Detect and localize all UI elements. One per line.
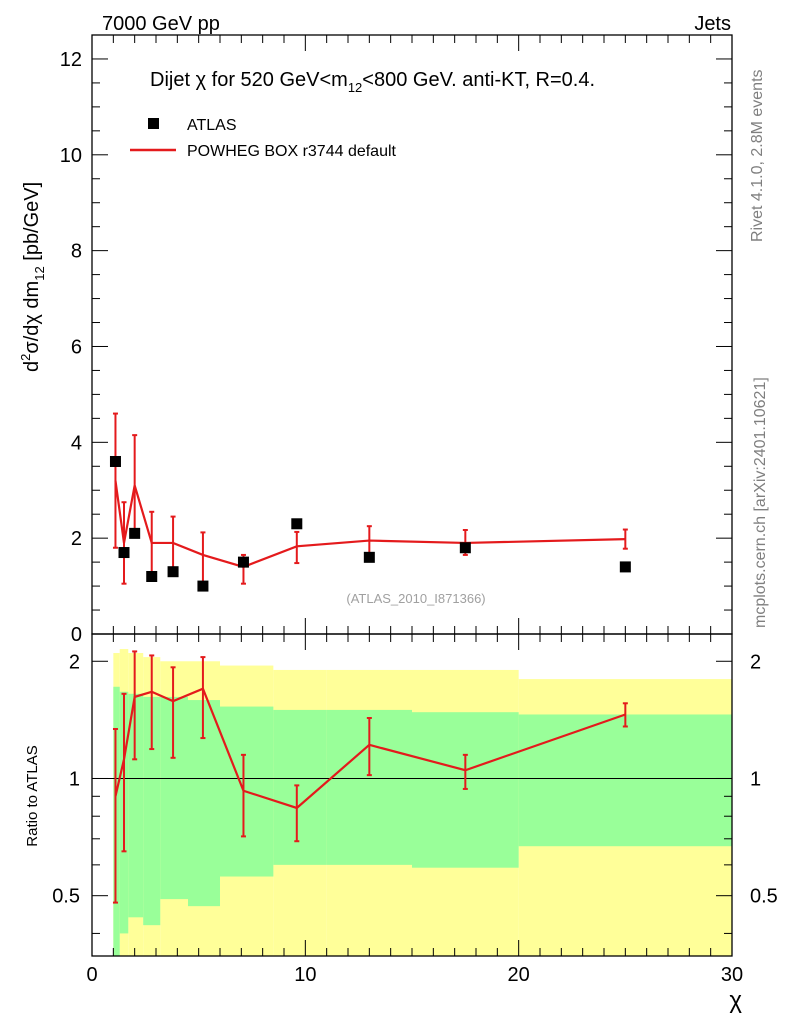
header-left-label: 7000 GeV pp [102,13,220,35]
legend: ATLAS POWHEG BOX r3744 default [130,117,397,160]
atlas-point [146,570,158,582]
main-y-tick-label: 12 [60,49,82,71]
x-tick-labels: 0 10 20 30 [86,964,743,986]
atlas-series [109,455,631,592]
green-band-segment [273,709,327,865]
atlas-point [363,551,375,563]
main-y-tick-labels: 0 2 4 6 8 10 12 [60,49,82,646]
ratio-y-axis-label: Ratio to ATLAS [24,745,41,846]
green-band-segment [128,693,144,918]
ratio-y-tick-label-right: 2 [750,651,761,673]
rivet-version-label: Rivet 4.1.0, 2.8M events [749,69,766,242]
ratio-y-tick-label: 0.5 [52,886,80,908]
ratio-y-tick-labels: 0.5 1 2 [52,651,80,907]
main-axis-ticks [91,34,733,635]
green-band-segment [143,696,161,926]
atlas-point [459,542,471,554]
legend-mc-label: POWHEG BOX r3744 default [187,143,397,160]
main-title: Dijet χ for 520 GeV<m12<800 GeV. anti-KT… [150,69,595,95]
main-y-axis-label: d2σ/dχ dm12 [pb/GeV] [18,182,47,372]
main-y-tick-label: 8 [71,241,82,263]
green-band-segment [412,712,519,868]
main-y-tick-label: 0 [71,624,82,646]
main-y-tick-label: 10 [60,145,82,167]
green-band-segment [113,686,120,956]
ratio-uncertainty-bands [113,649,732,956]
atlas-point [197,580,209,592]
atlas-point [237,556,249,568]
ratio-panel: 0.5 1 2 0.5 1 2 0 10 20 30 Ratio to ATLAS χ [24,633,778,1014]
x-tick-label: 30 [721,964,743,986]
header-right-label: Jets [694,13,731,35]
legend-atlas-label: ATLAS [187,117,237,134]
atlas-point [118,547,130,559]
ratio-y-tick-label: 1 [69,768,80,790]
atlas-point [619,561,631,573]
x-axis-label: χ [729,987,742,1014]
main-watermark: (ATLAS_2010_I871366) [346,591,485,606]
atlas-point [291,518,303,530]
atlas-point [167,566,179,578]
mcplots-label: mcplots.cern.ch [arXiv:2401.10621] [752,377,769,628]
green-band-segment [160,696,188,900]
green-band-segment [188,700,220,907]
ratio-y-tick-label-right: 0.5 [750,886,778,908]
ratio-mc-series [112,650,628,904]
ratio-y-tick-label-right: 1 [750,768,761,790]
x-tick-label: 10 [294,964,316,986]
x-tick-label: 0 [86,964,97,986]
green-band-segment [518,714,732,847]
atlas-point [109,455,121,467]
ratio-y-tick-labels-right: 0.5 1 2 [750,651,778,907]
main-panel: 0 2 4 6 8 10 12 (ATLAS_2010_I871366) Dijet χ f… [18,34,733,646]
main-y-tick-label: 2 [71,528,82,550]
main-y-tick-label: 6 [71,336,82,358]
ratio-y-tick-label: 2 [69,651,80,673]
legend-atlas-marker [148,118,159,129]
atlas-point [129,527,141,539]
ratio-plot-frame [91,633,733,957]
x-tick-label: 20 [508,964,530,986]
main-y-tick-label: 4 [71,432,82,454]
